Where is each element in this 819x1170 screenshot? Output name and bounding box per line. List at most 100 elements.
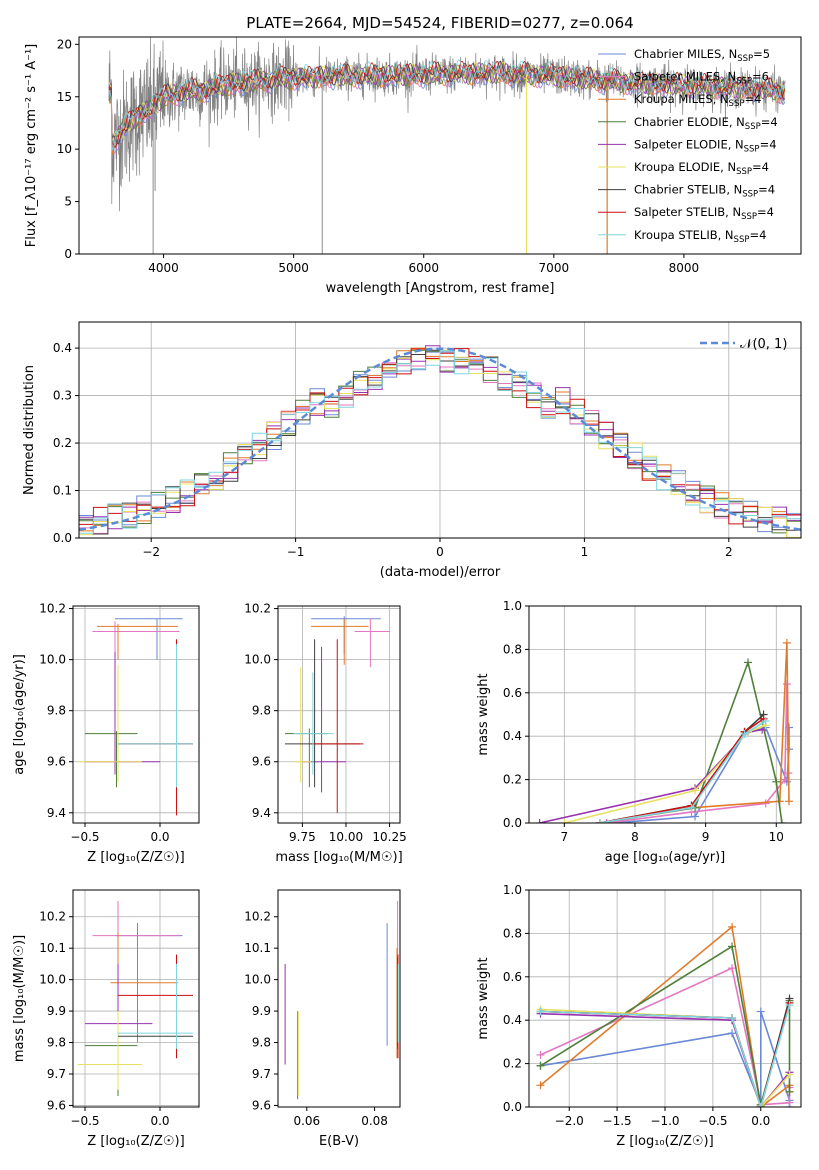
legend-subscript: SSP bbox=[737, 54, 753, 64]
legend-subscript: SSP bbox=[736, 167, 752, 177]
weight-vs-age-panel: 7 8 9 10 0.0 0.2 0.4 0.6 0.8 1.0 age [log₁₀(age/yr… bbox=[476, 599, 802, 865]
plot-frame bbox=[277, 889, 401, 1108]
gaussian-curve bbox=[79, 347, 801, 531]
y-tick-label: 9.7 bbox=[47, 1067, 66, 1081]
weight-line bbox=[599, 642, 790, 823]
figure-title: PLATE=2664, MJD=54524, FIBERID=0277, z=0… bbox=[246, 14, 633, 32]
x-tick-label: −2.0 bbox=[555, 1114, 584, 1128]
y-axis-label: mass [log₁₀(M/M☉)] bbox=[12, 935, 27, 1062]
weight-lines bbox=[535, 638, 793, 823]
y-tick-label: 9.9 bbox=[47, 1004, 66, 1018]
spectrum-lines bbox=[108, 37, 786, 254]
y-tick-label: 10 bbox=[57, 142, 72, 156]
x-axis-label: Z [log₁₀(Z/Z☉)] bbox=[87, 1134, 184, 1149]
legend-subscript: SSP bbox=[736, 77, 752, 87]
error-bars bbox=[77, 618, 193, 816]
y-tick-label: 0.0 bbox=[503, 1100, 522, 1114]
weight-line bbox=[599, 720, 767, 823]
y-tick-label: 9.6 bbox=[252, 1098, 271, 1112]
plot-frame bbox=[528, 605, 802, 824]
y-tick-label: 9.9 bbox=[252, 1004, 271, 1018]
legend-entry: Kroupa ELODIE, NSSP=4 bbox=[634, 160, 769, 177]
y-tick-label: 10.0 bbox=[39, 973, 66, 987]
age-vs-mass-panel: 9.75 10.00 10.25 9.4 9.6 9.8 10.0 10.2 mass [log… bbox=[244, 602, 406, 865]
legend-value: =4 bbox=[744, 92, 761, 106]
y-tick-label: 0.6 bbox=[503, 970, 522, 984]
y-tick-label: 9.8 bbox=[252, 704, 271, 718]
plot-frame bbox=[72, 605, 200, 824]
y-tick-label: 10.1 bbox=[39, 941, 66, 955]
x-tick-label: 0.06 bbox=[293, 1114, 320, 1128]
weight-line bbox=[540, 1004, 791, 1107]
x-axis-label: age [log₁₀(age/yr)] bbox=[605, 850, 726, 865]
x-tick-label: 2 bbox=[725, 545, 733, 559]
plot-frame bbox=[277, 605, 401, 824]
y-axis-label: Normed distribution bbox=[22, 365, 37, 495]
legend-value: =4 bbox=[749, 228, 766, 242]
x-tick-label: 0.0 bbox=[150, 830, 169, 844]
y-tick-label: 10.2 bbox=[244, 602, 271, 616]
y-tick-label: 9.6 bbox=[252, 755, 271, 769]
mass-vs-metallicity-panel: −0.5 0.0 9.6 9.7 9.8 9.9 10.0 10.1 10.2 Z [log₁₀(… bbox=[12, 889, 200, 1149]
legend-entry: Salpeter STELIB, NSSP=4 bbox=[634, 205, 774, 222]
error-bars bbox=[284, 901, 399, 1100]
residuals-panel: −2 −1 0 1 2 0.0 0.1 0.2 0.3 0.4 (data-model)/error… bbox=[22, 321, 802, 580]
x-axis-label: Z [log₁₀(Z/Z☉)] bbox=[616, 1134, 713, 1149]
y-tick-label: 9.4 bbox=[47, 806, 66, 820]
y-tick-label: 20 bbox=[57, 37, 72, 51]
y-tick-label: 10.2 bbox=[39, 602, 66, 616]
x-tick-label: 6000 bbox=[408, 261, 439, 275]
x-tick-label: 7 bbox=[561, 830, 569, 844]
legend-entry: Salpeter ELODIE, NSSP=4 bbox=[634, 137, 777, 154]
legend-entry: Chabrier ELODIE, NSSP=4 bbox=[634, 115, 778, 132]
legend-value: =4 bbox=[758, 183, 775, 197]
age-vs-metallicity-panel: −0.5 0.0 9.4 9.6 9.8 10.0 10.2 Z [log₁₀(Z/Z☉)] a… bbox=[12, 602, 200, 865]
y-tick-label: 0.2 bbox=[503, 1057, 522, 1071]
y-tick-label: 0.4 bbox=[503, 729, 522, 743]
model-spectrum-line bbox=[108, 60, 786, 148]
legend-value: =4 bbox=[757, 205, 774, 219]
model-spectrum-line bbox=[108, 62, 786, 139]
y-tick-label: 0.2 bbox=[53, 436, 72, 450]
legend-text: Kroupa ELODIE, N bbox=[634, 160, 736, 174]
y-tick-label: 10.2 bbox=[244, 910, 271, 924]
x-tick-label: 7000 bbox=[539, 261, 570, 275]
y-tick-label: 0.2 bbox=[503, 773, 522, 787]
x-tick-label: 8000 bbox=[669, 261, 700, 275]
weight-line bbox=[539, 728, 763, 823]
y-tick-label: 9.4 bbox=[252, 806, 271, 820]
y-tick-label: 10.0 bbox=[39, 653, 66, 667]
legend-text: Kroupa STELIB, N bbox=[634, 228, 734, 242]
plot-frame bbox=[78, 36, 802, 255]
y-tick-label: 10.0 bbox=[244, 973, 271, 987]
y-tick-label: 0.4 bbox=[53, 341, 72, 355]
weight-lines bbox=[536, 922, 794, 1107]
y-tick-label: 10.0 bbox=[244, 653, 271, 667]
legend-subscript: SSP bbox=[742, 190, 758, 200]
spectrum-panel: 4000 5000 6000 7000 8000 0 5 10 15 20 wavelength [… bbox=[24, 36, 802, 296]
plot-frame bbox=[72, 889, 200, 1108]
y-axis-label: Flux [f_λ10⁻¹⁷ erg cm⁻² s⁻¹ A⁻¹] bbox=[24, 44, 39, 248]
x-axis-label: wavelength [Angstrom, rest frame] bbox=[326, 281, 555, 296]
y-tick-label: 15 bbox=[57, 90, 72, 104]
legend-entry: Chabrier MILES, NSSP=5 bbox=[634, 47, 770, 64]
model-spectrum-line bbox=[108, 59, 786, 152]
x-tick-label: 0.0 bbox=[150, 1114, 169, 1128]
y-axis-label: age [log₁₀(age/yr)] bbox=[12, 654, 27, 775]
plot-frame bbox=[528, 889, 802, 1108]
weight-line bbox=[599, 718, 765, 823]
x-axis-label: Z [log₁₀(Z/Z☉)] bbox=[87, 850, 184, 865]
x-tick-label: 9 bbox=[702, 830, 710, 844]
x-tick-label: 4000 bbox=[148, 261, 179, 275]
x-tick-label: −2 bbox=[142, 545, 160, 559]
x-tick-label: 10.00 bbox=[329, 830, 363, 844]
y-tick-label: 5 bbox=[64, 195, 72, 209]
x-tick-label: 10 bbox=[769, 830, 784, 844]
legend-entry: Kroupa MILES, NSSP=4 bbox=[634, 92, 761, 109]
weight-vs-metallicity-panel: −2.0 −1.5 −1.0 −0.5 0.0 0.0 0.2 0.4 0.6 0.8 1.0 Z [… bbox=[476, 883, 802, 1149]
legend-subscript: SSP bbox=[734, 235, 750, 245]
legend-text: Salpeter STELIB, N bbox=[634, 205, 741, 219]
legend-subscript: SSP bbox=[729, 99, 745, 109]
